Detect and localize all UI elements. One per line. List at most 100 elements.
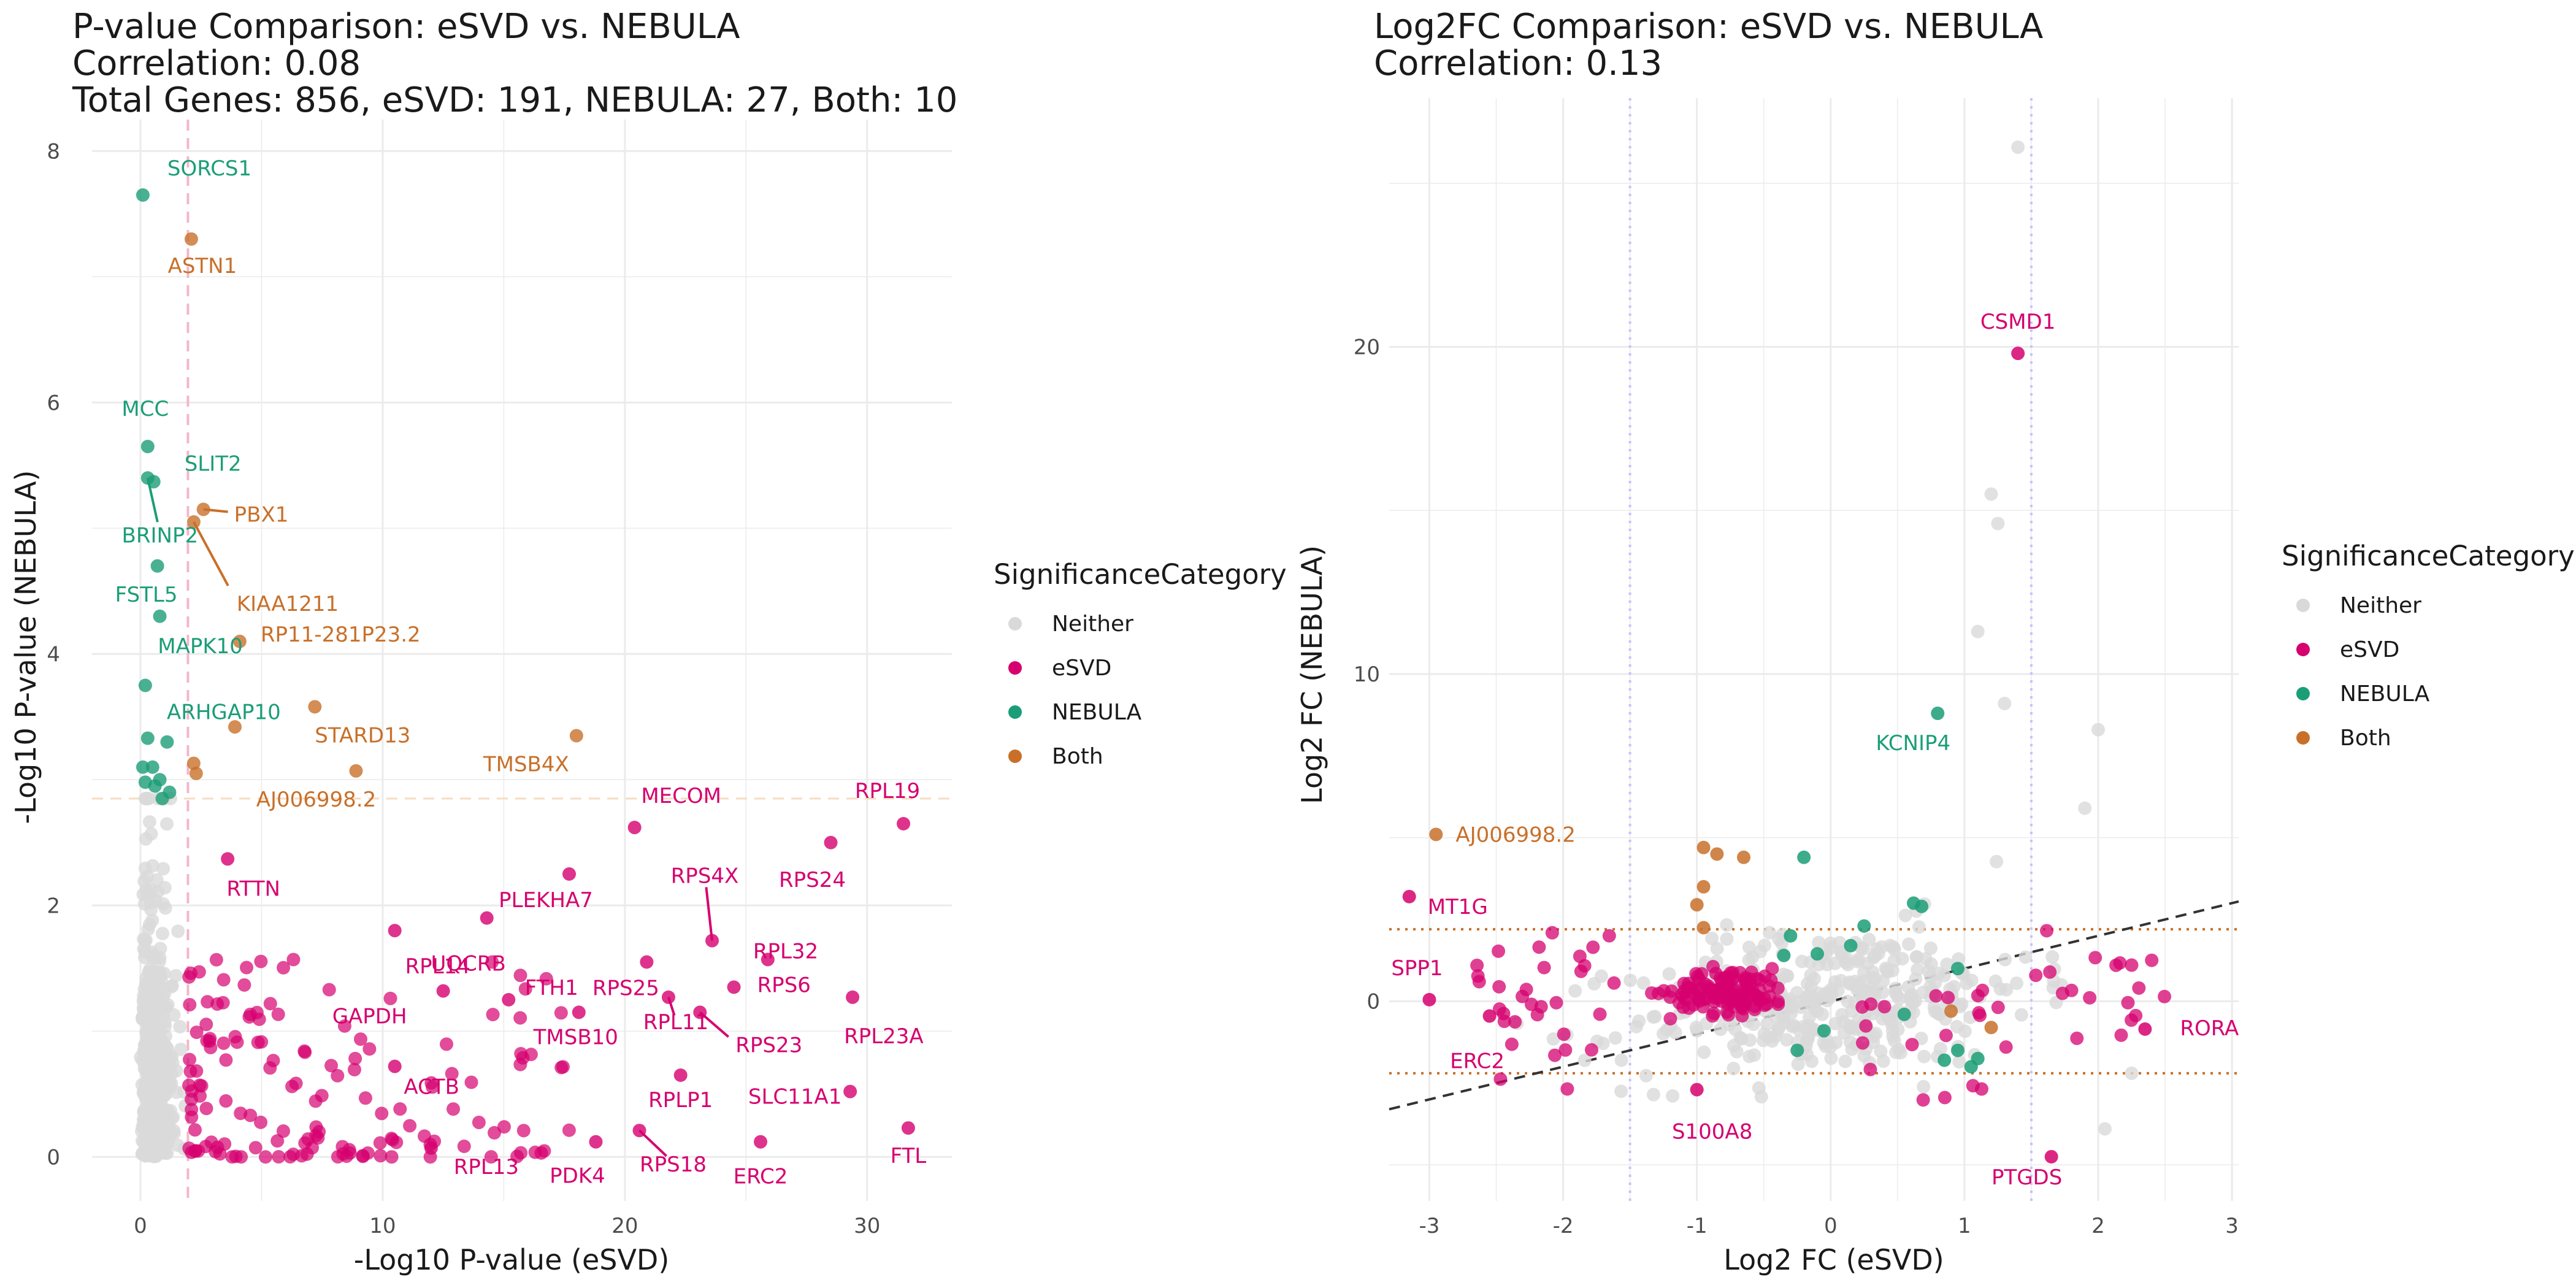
pvalue-point-esvd [254, 954, 268, 968]
pvalue-point-esvd [286, 953, 301, 967]
log2fc-point-esvd [1722, 1008, 1736, 1022]
pvalue-point-neither [174, 1042, 188, 1056]
log2fc-point-esvd [1706, 960, 1720, 974]
log2fc-point-neither [1917, 1049, 1931, 1064]
log2fc-point-neither [2045, 950, 2060, 964]
pvalue-point-uqcrb [388, 924, 402, 938]
pvalue-point-esvd [277, 960, 291, 975]
pvalue-point-neither [158, 1019, 172, 1033]
pvalue-point-neither [152, 954, 166, 968]
log2fc-point-neither [1834, 945, 1848, 959]
pvalue-label-rps6: RPS6 [757, 973, 811, 998]
pvalue-y-axis-title: -Log10 P-value (NEBULA) [9, 470, 42, 824]
pvalue-point-esvd [513, 1057, 527, 1071]
pvalue-point-esvd [524, 1048, 538, 1062]
log2fc-point-nebula [1784, 929, 1798, 943]
pvalue-point-neither [160, 817, 174, 831]
pvalue-point-neither [145, 913, 159, 927]
log2fc-point-neither [1639, 1068, 1653, 1083]
log2fc-point-neither [1875, 940, 1889, 954]
log2fc-points [1402, 347, 2172, 1163]
pvalue-label-leader [203, 508, 228, 513]
log2fc-point-neither [1742, 953, 1756, 967]
pvalue-point-esvd [219, 1053, 233, 1067]
pvalue-point-astn1 [184, 232, 198, 246]
pvalue-point-rp11-281p23-2 [232, 634, 247, 648]
log2fc-point-both [1984, 1021, 1998, 1035]
pvalue-point-esvd [518, 982, 532, 996]
log2fc-point-esvd [2039, 924, 2053, 938]
log2fc-point-neither [1804, 968, 1818, 983]
log2fc-point-esvd [1971, 989, 1985, 1003]
pvalue-point-esvd [234, 1150, 248, 1164]
pvalue-point-esvd [192, 965, 206, 979]
log2fc-point-esvd [1607, 976, 1621, 990]
log2fc-point-neither [1898, 908, 1912, 922]
log2fc-point-esvd [1859, 1019, 1873, 1033]
log2fc-point-neither [1866, 1035, 1880, 1049]
pvalue-point-esvd [485, 955, 499, 969]
log2fc-point-esvd [2070, 1031, 2084, 1045]
log2fc-point-s100a8 [1690, 1083, 1704, 1097]
pvalue-point-esvd [375, 1106, 389, 1121]
pvalue-label-mapk10: MAPK10 [158, 634, 243, 659]
log2fc-point-neither [1646, 1087, 1660, 1102]
pvalue-point-neither [139, 1144, 153, 1159]
pvalue-point-esvd [513, 1011, 527, 1025]
log2fc-point-neither [1856, 942, 1870, 956]
log2fc-point-neither [1710, 941, 1724, 956]
pvalue-point-esvd [188, 1123, 202, 1137]
pvalue-point-esvd [331, 1068, 345, 1083]
pvalue-point-sorcs1 [136, 188, 150, 202]
pvalue-x-tick-label: 10 [369, 1214, 396, 1238]
pvalue-label-pbx1: PBX1 [234, 503, 289, 527]
log2fc-point-neither [2011, 140, 2025, 155]
log2fc-point-esvd [2114, 1028, 2128, 1042]
log2fc-point-neither [1960, 976, 1974, 991]
log2fc-x-tick-label: 2 [2091, 1214, 2105, 1238]
log2fc-point-erc2 [1482, 1009, 1497, 1023]
pvalue-point-esvd [383, 991, 397, 1005]
pvalue-label-leader [667, 997, 676, 1016]
pvalue-point-esvd [258, 1150, 272, 1164]
log2fc-point-mt1g [1402, 889, 1416, 903]
pvalue-y-tick-label: 8 [47, 139, 60, 164]
log2fc-point-esvd [1497, 1014, 1511, 1029]
log2fc-point-neither [1662, 967, 1676, 981]
pvalue-point-esvd [514, 1146, 528, 1160]
log2fc-point-esvd [2158, 989, 2172, 1003]
pvalue-point-ftl [901, 1121, 915, 1135]
pvalue-point-tmsb4x [569, 729, 583, 743]
pvalue-point-neither [169, 968, 183, 983]
pvalue-point-rpl19 [897, 817, 911, 830]
pvalue-point-esvd [243, 1108, 258, 1122]
pvalue-point-neither [148, 991, 162, 1005]
log2fc-y-tick-label: 20 [1354, 335, 1380, 359]
log2fc-point-esvd [1472, 975, 1486, 989]
log2fc-point-neither [1811, 986, 1825, 1000]
log2fc-point-neither [1998, 953, 2012, 967]
log2fc-point-neither [1895, 952, 1909, 966]
pvalue-label-brinp2: BRINP2 [122, 523, 199, 548]
pvalue-point-rpl13 [424, 1141, 438, 1155]
log2fc-x-tick-label: -1 [1687, 1214, 1708, 1238]
pvalue-point-esvd [464, 1075, 478, 1089]
log2fc-point-both [1696, 880, 1711, 894]
log2fc-x-tick-label: 1 [1958, 1214, 1971, 1238]
log2fc-point-neither [1876, 1012, 1890, 1026]
log2fc-label-spp1: SPP1 [1391, 956, 1443, 981]
pvalue-point-esvd [254, 1115, 268, 1129]
log2fc-point-neither [1905, 987, 1919, 1002]
log2fc-point-both [1944, 1004, 1958, 1018]
pvalue-label-rpl14: RPL14 [405, 954, 470, 979]
pvalue-point-fstl5 [150, 559, 164, 573]
log2fc-point-nebula [1810, 947, 1824, 961]
log2fc-legend-key-both [2296, 731, 2310, 745]
pvalue-point-plekha7 [562, 867, 577, 881]
log2fc-point-neither [1828, 956, 1842, 970]
pvalue-point-esvd [534, 1146, 548, 1160]
log2fc-point-neither [1876, 1054, 1890, 1068]
pvalue-point-esvd [263, 997, 277, 1011]
log2fc-point-neither [1776, 967, 1790, 981]
pvalue-point-esvd [385, 1132, 399, 1146]
